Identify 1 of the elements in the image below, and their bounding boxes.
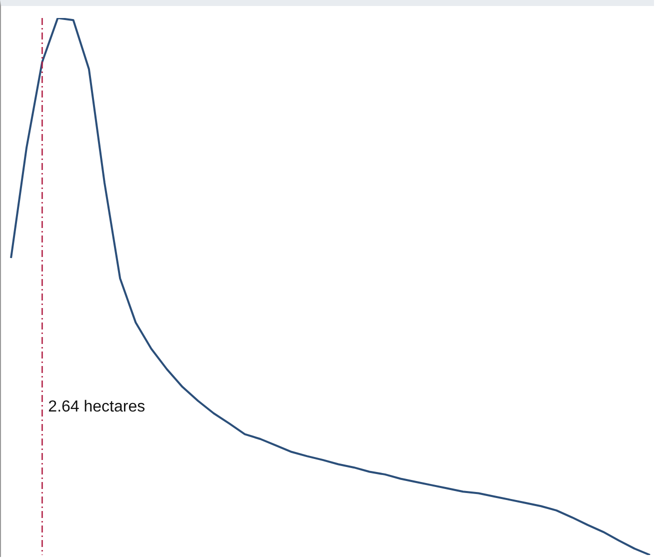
annotation: 2.64 hectares xyxy=(48,398,146,416)
